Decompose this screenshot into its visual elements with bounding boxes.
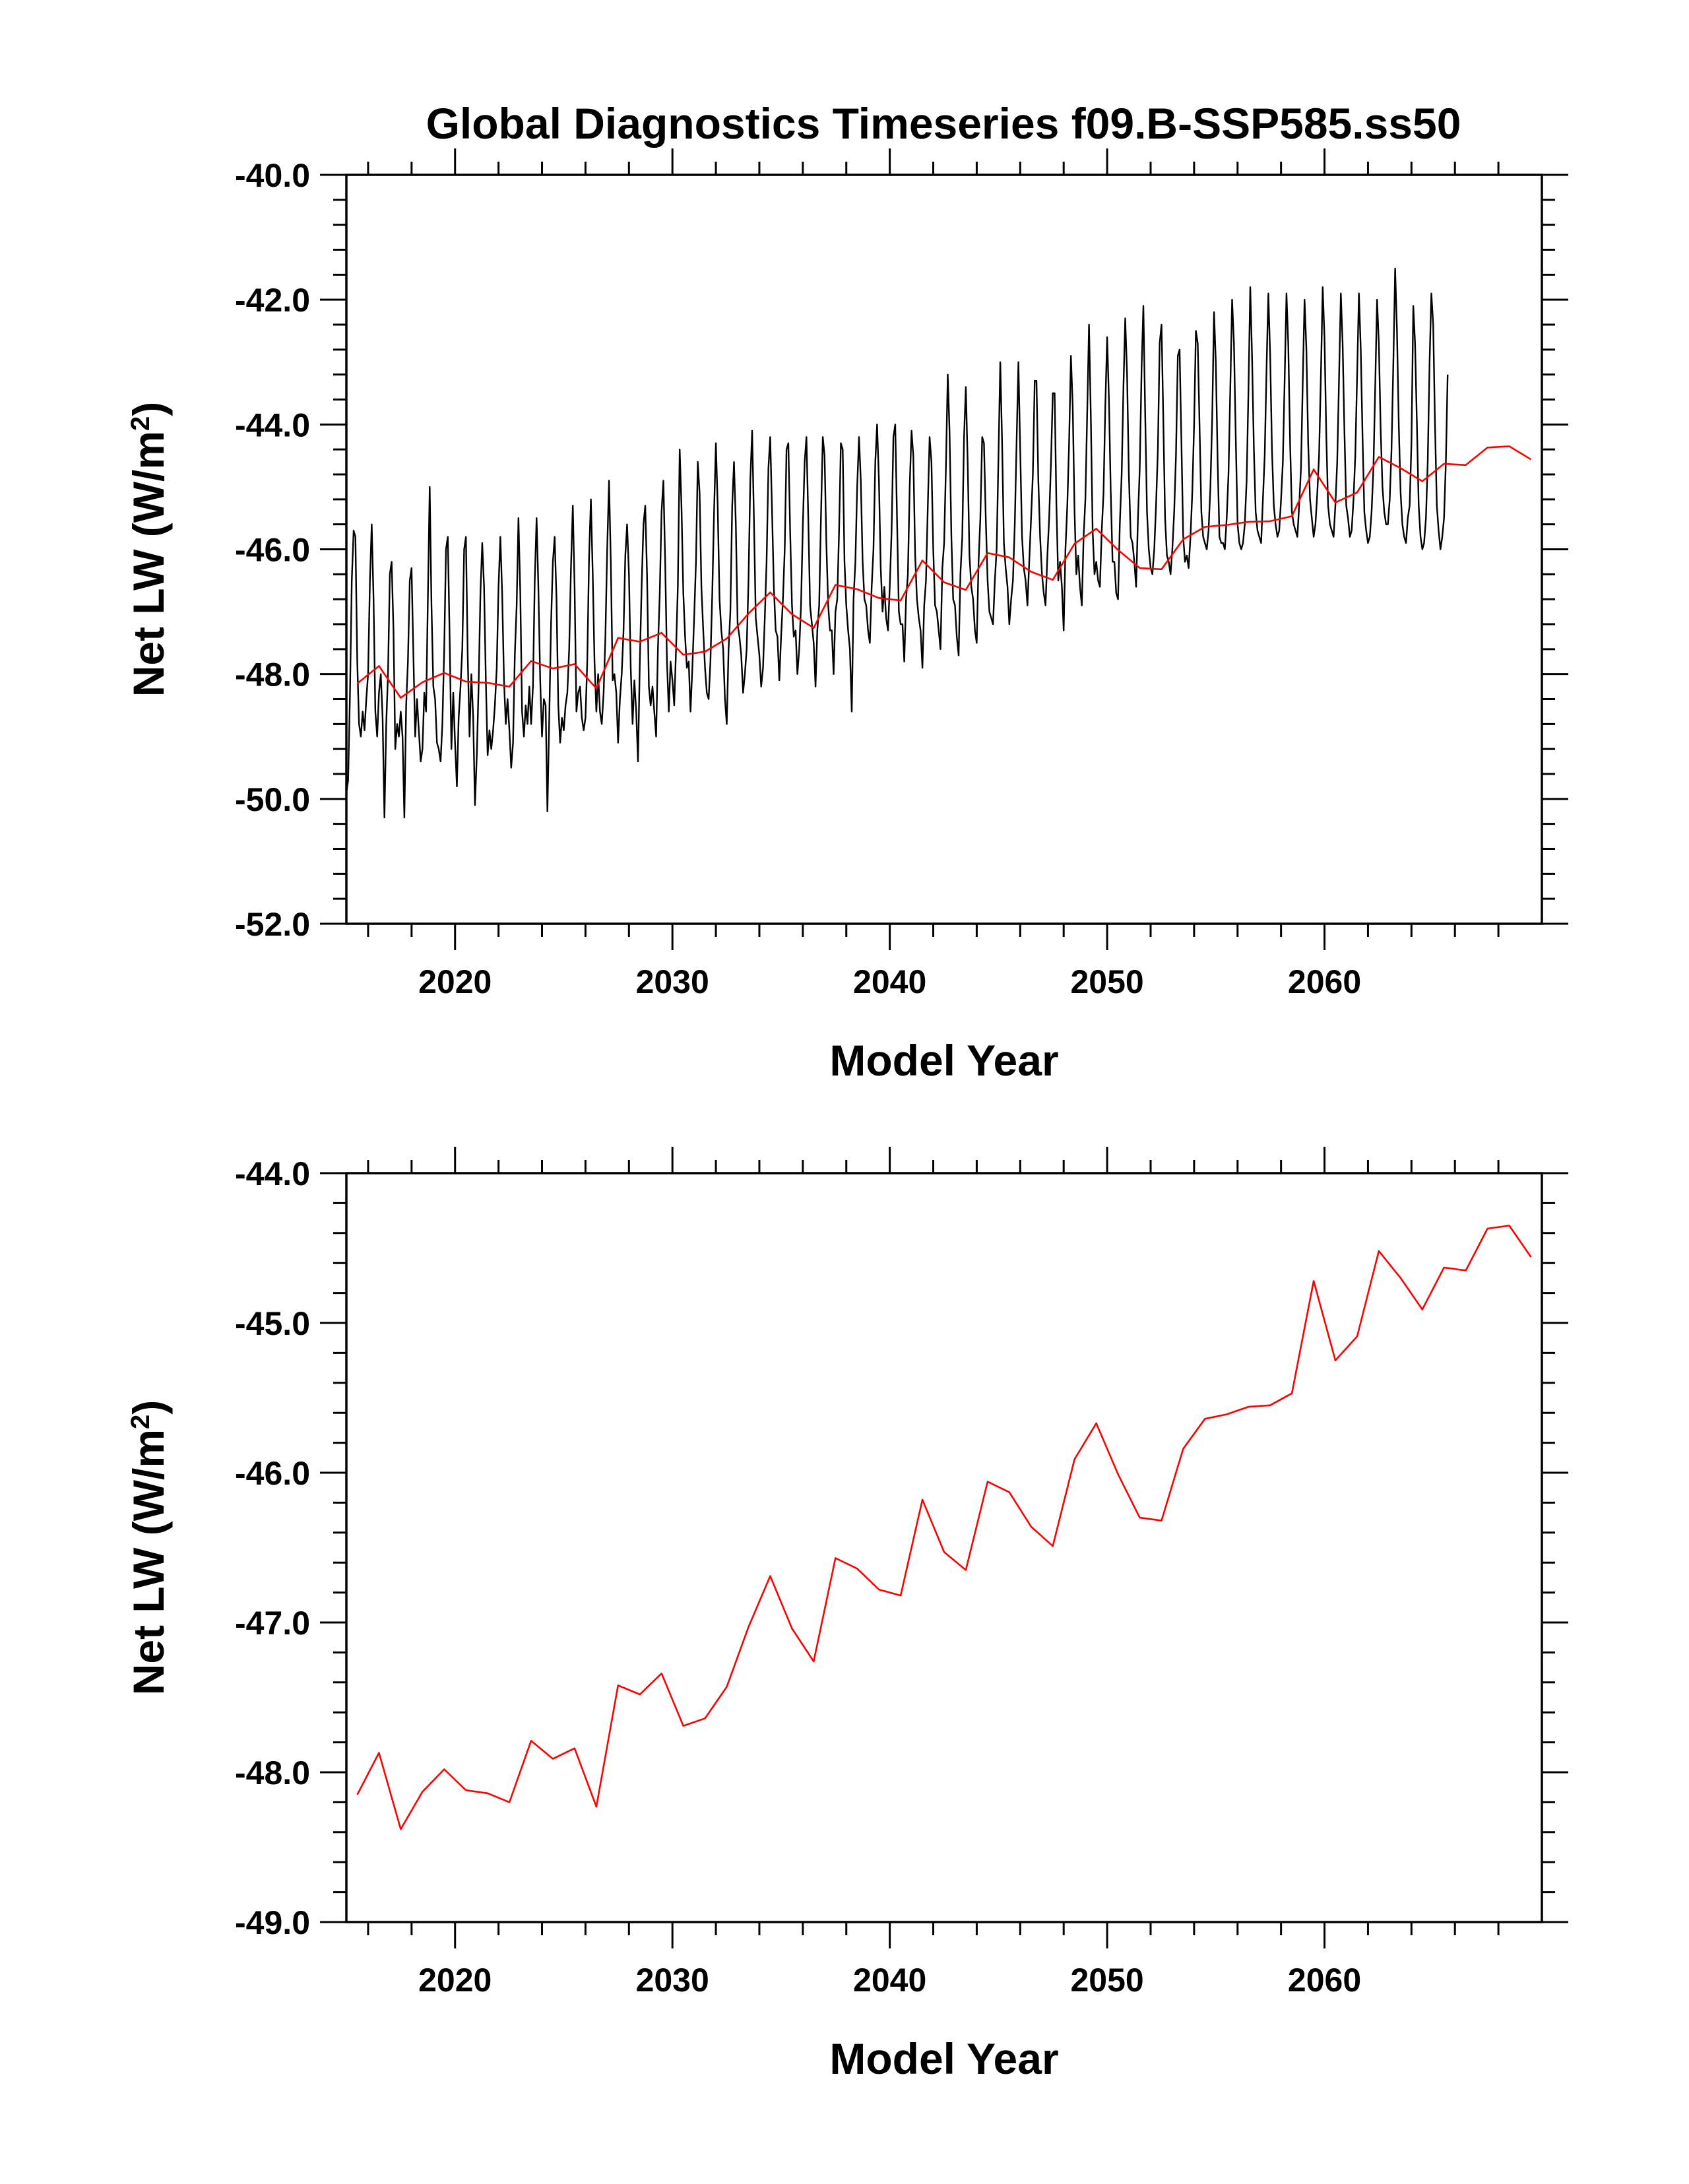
figure-title: Global Diagnostics Timeseries f09.B-SSP5… [426,99,1461,148]
top-panel: 2020 2030 2040 2050 2060 -52.0 -50.0 -48.0 -46.0… [124,148,1568,1085]
bottom-y-axis-label-main: Net LW (W/m [124,1429,173,1695]
bottom-y-tick-label: -46.0 [235,1455,310,1492]
top-y-axis-label-close: ) [124,402,173,416]
bottom-plot-frame [345,1172,1543,1923]
top-x-tick-label: 2040 [853,963,926,1000]
bottom-y-axis-label-close: ) [124,1400,173,1415]
bottom-x-axis-label: Model Year [829,2034,1058,2083]
top-y-tick-label: -50.0 [235,781,310,818]
bottom-series-annual-line [356,1225,1532,1830]
top-y-tick-label: -40.0 [235,157,310,194]
top-y-tick-label: -42.0 [235,282,310,319]
bottom-x-tick-label: 2030 [636,1962,709,1999]
top-y-tick-label: -52.0 [235,906,310,943]
top-y-tick-label: -48.0 [235,657,310,693]
bottom-y-tick-label: -45.0 [235,1305,310,1342]
bottom-y-axis-label: Net LW (W/m2) [124,1400,173,1696]
bottom-y-tick-label: -47.0 [235,1605,310,1642]
top-y-axis-label-superscript: 2 [126,416,155,431]
bottom-y-axis-label-superscript: 2 [126,1415,155,1429]
bottom-x-tick-label: 2060 [1288,1962,1361,1999]
top-x-tick-label: 2050 [1070,963,1143,1000]
bottom-panel: 2020 2030 2040 2050 2060 -49.0 -48.0 -47.0 -46.0… [124,1147,1568,2083]
top-series-annual-line [356,445,1532,699]
top-y-tick-label: -44.0 [235,406,310,443]
bottom-y-tick-label: -48.0 [235,1754,310,1791]
top-y-axis-label-main: Net LW (W/m [124,431,173,697]
top-x-axis-label: Model Year [829,1036,1058,1085]
bottom-y-tick-label: -44.0 [235,1155,310,1192]
top-x-tick-label: 2020 [418,963,492,1000]
bottom-x-tick-label: 2020 [418,1962,492,1999]
top-x-tick-label: 2030 [636,963,709,1000]
bottom-x-tick-label: 2050 [1070,1962,1143,1999]
bottom-x-tick-label: 2040 [853,1962,926,1999]
bottom-y-tick-label: -49.0 [235,1904,310,1941]
top-x-tick-label: 2060 [1288,963,1361,1000]
top-series-monthly-line [345,267,1449,819]
top-y-axis-label: Net LW (W/m2) [124,402,173,697]
top-y-tick-label: -46.0 [235,532,310,569]
